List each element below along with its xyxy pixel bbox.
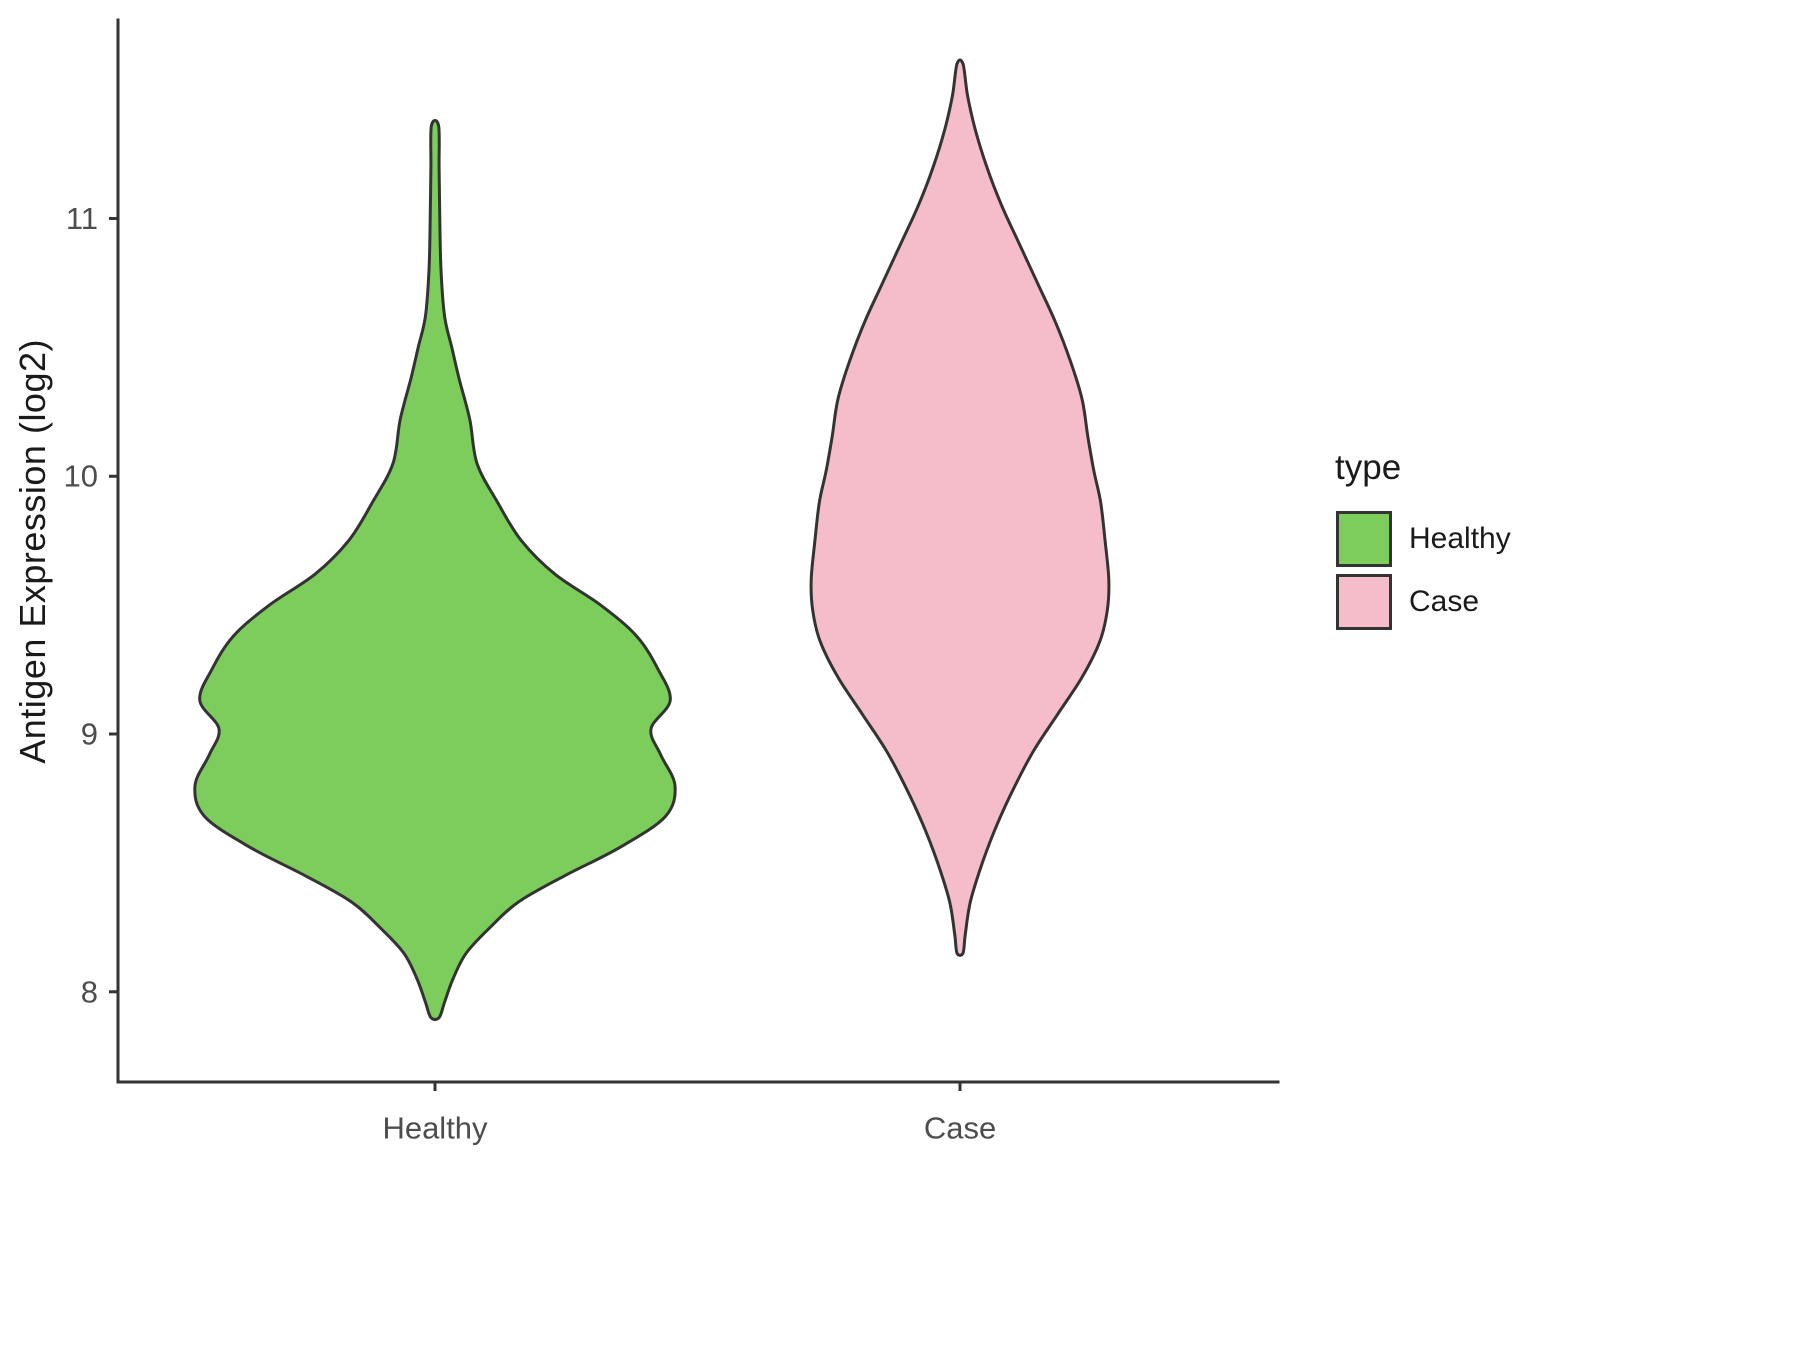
legend-key-case-swatch xyxy=(1336,574,1392,630)
legend-key-healthy-swatch xyxy=(1336,511,1392,567)
legend-label-case: Case xyxy=(1409,585,1480,618)
y-tick-label: 8 xyxy=(81,974,98,1009)
y-tick-label: 9 xyxy=(81,717,98,752)
legend-item-healthy: Healthy xyxy=(1335,510,1511,568)
legend-item-case: Case xyxy=(1335,573,1511,631)
violin-case xyxy=(809,58,1111,957)
legend: type Healthy Case xyxy=(1335,448,1511,636)
legend-swatch-rect xyxy=(1336,574,1392,630)
y-tick-label: 10 xyxy=(64,459,98,494)
legend-label-healthy: Healthy xyxy=(1409,522,1511,555)
x-tick-label: Healthy xyxy=(382,1111,488,1146)
y-tick-label: 11 xyxy=(66,201,98,236)
legend-swatch-rect xyxy=(1336,511,1392,567)
violin-healthy xyxy=(193,119,677,1021)
legend-title: type xyxy=(1335,448,1402,487)
x-tick-label: Case xyxy=(924,1111,996,1146)
